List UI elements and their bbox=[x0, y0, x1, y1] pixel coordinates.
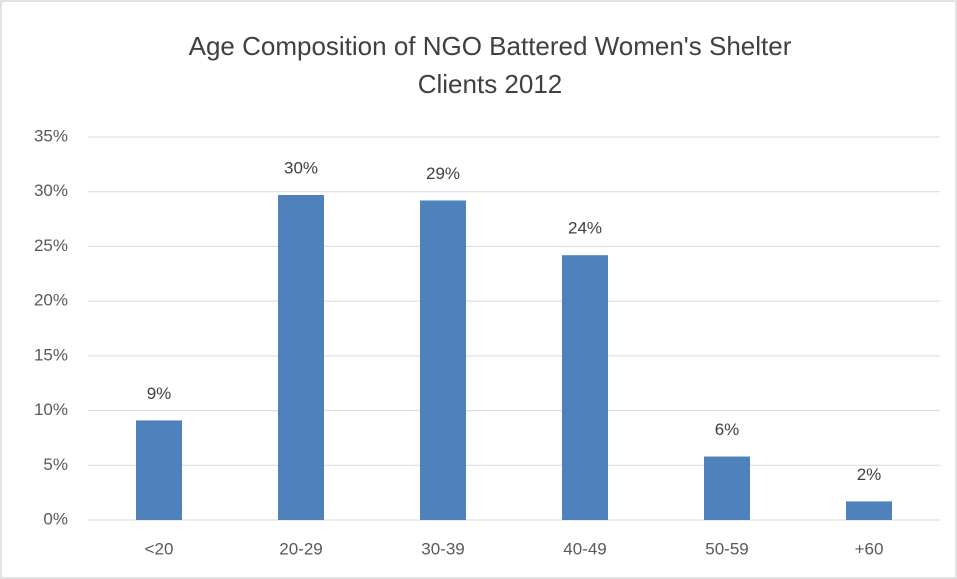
y-tick-label: 35% bbox=[34, 126, 68, 145]
bar bbox=[846, 501, 892, 520]
data-label: 24% bbox=[568, 219, 602, 238]
y-tick-label: 10% bbox=[34, 400, 68, 419]
y-tick-label: 0% bbox=[43, 509, 68, 528]
x-tick-label: <20 bbox=[145, 539, 174, 558]
x-tick-label: +60 bbox=[855, 539, 884, 558]
data-label: 2% bbox=[857, 465, 882, 484]
bar bbox=[420, 200, 466, 520]
data-label: 29% bbox=[426, 164, 460, 183]
data-label: 9% bbox=[147, 384, 172, 403]
x-tick-label: 30-39 bbox=[421, 539, 464, 558]
bar bbox=[704, 456, 750, 520]
y-tick-label: 15% bbox=[34, 345, 68, 364]
chart-title: Age Composition of NGO Battered Women's … bbox=[189, 31, 792, 61]
x-tick-label: 50-59 bbox=[705, 539, 748, 558]
chart-title: Clients 2012 bbox=[418, 69, 563, 99]
y-tick-label: 25% bbox=[34, 236, 68, 255]
y-tick-label: 30% bbox=[34, 181, 68, 200]
data-label: 30% bbox=[284, 158, 318, 177]
bar bbox=[278, 194, 324, 521]
y-tick-label: 20% bbox=[34, 291, 68, 310]
x-tick-label: 40-49 bbox=[563, 539, 606, 558]
bar bbox=[136, 420, 182, 520]
data-label: 6% bbox=[715, 420, 740, 439]
x-tick-label: 20-29 bbox=[279, 539, 322, 558]
y-tick-label: 5% bbox=[43, 455, 68, 474]
bar bbox=[562, 255, 608, 520]
